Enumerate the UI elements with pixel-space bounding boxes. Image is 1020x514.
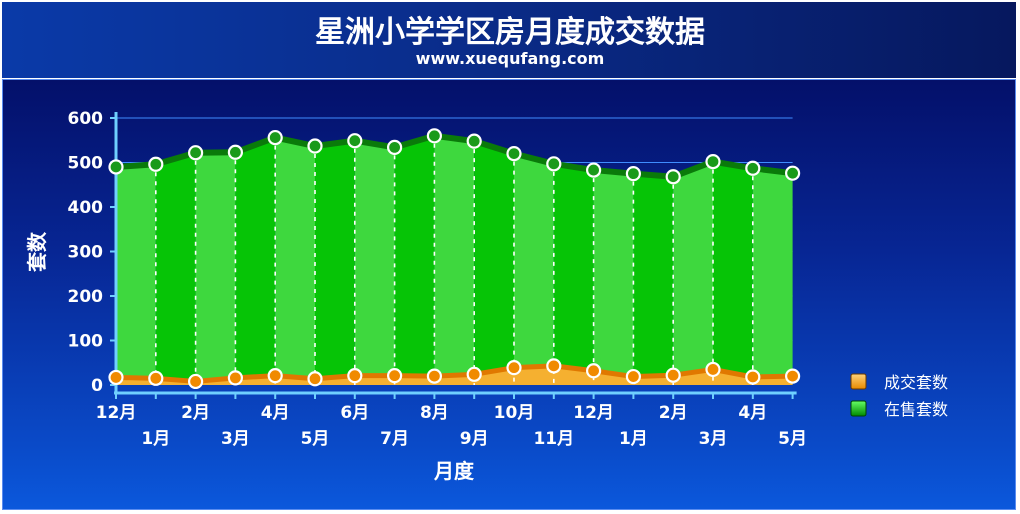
listing-area-segment	[195, 152, 236, 385]
y-tick-label: 0	[91, 376, 103, 396]
deals-point	[745, 369, 761, 385]
listing-area-segment	[394, 135, 435, 385]
y-tick-label: 600	[68, 109, 104, 129]
x-tick-label: 1月	[619, 429, 648, 449]
y-tick-label: 300	[68, 243, 104, 263]
deals-point	[784, 368, 801, 384]
deals-point	[227, 370, 243, 386]
deals-point	[506, 360, 522, 376]
y-axis-label: 套数	[25, 231, 49, 272]
listing-area-segment	[434, 135, 475, 385]
x-tick-label: 3月	[221, 429, 250, 449]
listing-point	[665, 169, 681, 185]
x-tick-label: 5月	[301, 429, 330, 449]
y-tick-label: 200	[68, 287, 104, 307]
x-axis-label: 月度	[433, 459, 475, 483]
y-tick-label: 400	[68, 198, 104, 218]
deals-point	[347, 368, 363, 384]
legend-label-listings: 在售套数	[884, 400, 948, 419]
deals-point	[625, 368, 642, 385]
deals-point	[307, 371, 323, 387]
deals-point	[665, 367, 681, 383]
listing-area-segment	[553, 163, 594, 385]
deals-point	[466, 366, 482, 382]
listing-point	[347, 133, 363, 149]
deals-point	[148, 370, 164, 386]
listing-point	[705, 154, 721, 170]
listing-area-segment	[354, 140, 395, 385]
listing-area-segment	[155, 152, 196, 385]
legend-label-deals: 成交套数	[884, 373, 948, 392]
listing-point	[108, 159, 124, 175]
deals-point	[108, 369, 124, 386]
listing-area-segment	[116, 164, 156, 385]
x-tick-label: 2月	[181, 403, 210, 423]
listing-point	[426, 128, 442, 144]
listing-point	[585, 162, 602, 178]
x-tick-label: 4月	[261, 403, 290, 423]
title-bar	[2, 2, 1016, 78]
listing-area-segment	[673, 161, 713, 385]
chart-subtitle: www.xuequfang.com	[416, 49, 605, 68]
x-tick-label: 10月	[494, 403, 535, 423]
x-tick-label: 12月	[573, 403, 614, 423]
deals-point	[267, 368, 283, 384]
listing-area-segment	[315, 140, 355, 385]
listing-point	[546, 156, 562, 172]
x-tick-label: 6月	[340, 403, 369, 423]
listing-point	[625, 166, 642, 182]
x-tick-label: 5月	[778, 429, 807, 449]
y-tick-label: 500	[68, 154, 104, 174]
deals-point	[585, 363, 602, 379]
listing-point	[148, 156, 164, 172]
listing-point	[307, 138, 323, 154]
listing-area-segment	[713, 161, 753, 385]
listing-point	[506, 146, 522, 162]
x-tick-label: 2月	[659, 403, 688, 423]
chart-title: 星洲小学学区房月度成交数据	[315, 15, 705, 50]
legend-swatch-listings	[850, 400, 867, 417]
deals-point	[426, 368, 442, 384]
listing-area-segment	[633, 173, 674, 385]
listing-area-segment	[474, 141, 514, 385]
listing-area-segment	[752, 168, 793, 385]
listing-point	[784, 165, 801, 181]
listing-point	[745, 160, 761, 176]
x-tick-label: 11月	[533, 429, 574, 449]
listing-area-segment	[235, 137, 276, 385]
plot-area: 010020030040050060012月1月2月3月4月5月6月7月8月9月…	[68, 109, 808, 449]
legend: 成交套数 在售套数	[850, 373, 948, 419]
listing-point	[466, 133, 482, 149]
deals-point	[188, 373, 204, 390]
x-tick-label: 7月	[380, 429, 409, 449]
listing-area-segment	[275, 137, 315, 385]
listing-point	[227, 144, 243, 160]
listing-area-segment	[514, 153, 554, 385]
listing-point	[267, 129, 283, 146]
x-tick-label: 8月	[420, 403, 449, 423]
x-tick-label: 12月	[96, 403, 137, 423]
x-tick-label: 9月	[460, 429, 489, 449]
deals-point	[705, 361, 721, 378]
listing-point	[387, 139, 403, 155]
x-tick-label: 3月	[699, 429, 728, 449]
legend-swatch-deals	[850, 373, 867, 390]
deals-point	[546, 358, 562, 374]
x-tick-label: 1月	[141, 429, 170, 449]
listing-area-segment	[593, 170, 634, 385]
deals-point	[387, 368, 403, 384]
x-tick-label: 4月	[738, 403, 767, 423]
y-tick-label: 100	[68, 332, 104, 352]
listing-point	[188, 145, 204, 161]
